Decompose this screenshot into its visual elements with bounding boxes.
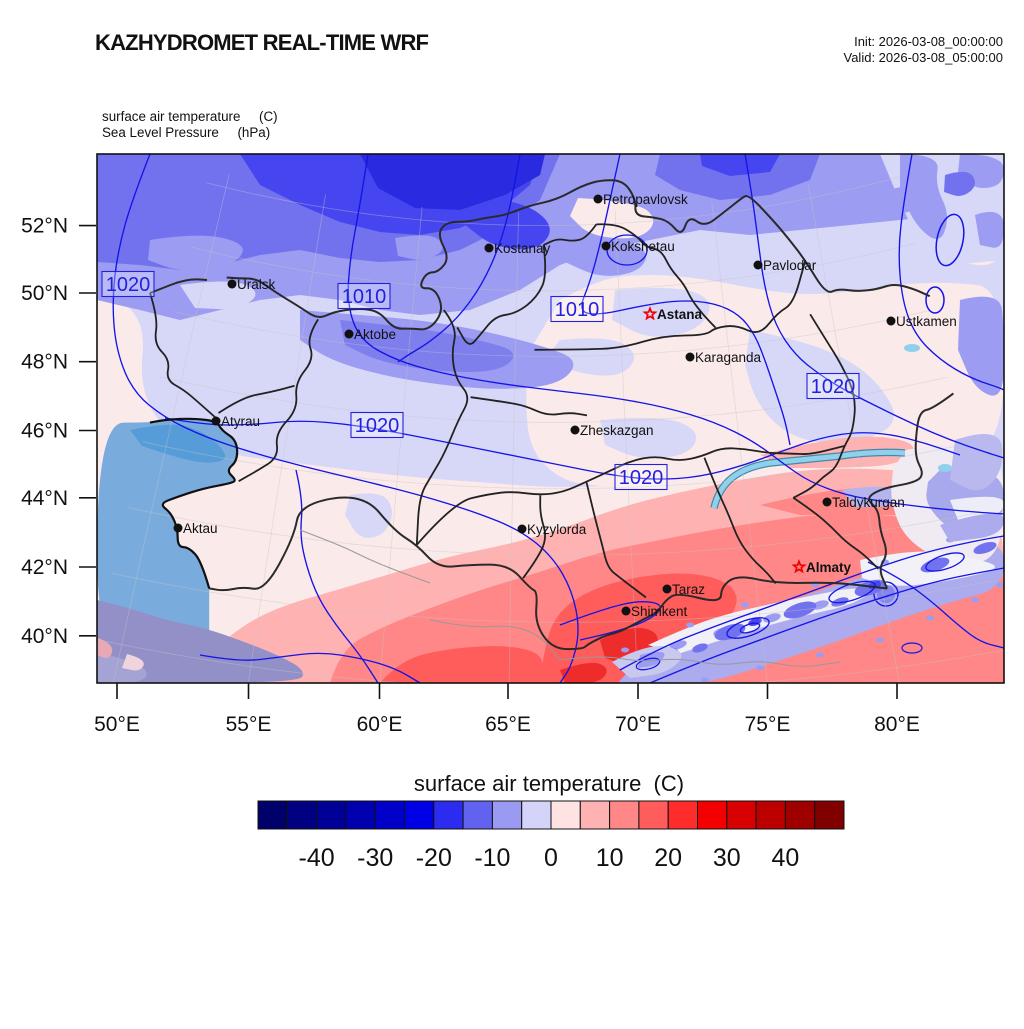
- svg-text:70°E: 70°E: [615, 713, 661, 736]
- svg-text:Petropavlovsk: Petropavlovsk: [603, 192, 688, 207]
- svg-text:1020: 1020: [811, 376, 856, 398]
- svg-text:Pavlodar: Pavlodar: [763, 258, 817, 273]
- svg-text:Atyrau: Atyrau: [221, 414, 260, 429]
- svg-text:Aktau: Aktau: [183, 521, 218, 536]
- svg-text:1020: 1020: [106, 274, 151, 296]
- svg-text:Astana: Astana: [657, 307, 703, 322]
- svg-text:42°N: 42°N: [21, 556, 68, 579]
- svg-text:80°E: 80°E: [874, 713, 920, 736]
- svg-text:-20: -20: [416, 844, 452, 872]
- svg-text:Init: 2026-03-08_00:00:00: Init: 2026-03-08_00:00:00: [854, 34, 1003, 49]
- svg-text:1010: 1010: [555, 299, 600, 321]
- svg-text:40: 40: [771, 844, 799, 872]
- svg-text:Aktobe: Aktobe: [354, 327, 396, 342]
- svg-text:Sea Level Pressure (hPa): Sea Level Pressure (hPa): [102, 125, 270, 140]
- svg-text:55°E: 55°E: [226, 713, 272, 736]
- svg-text:-30: -30: [357, 844, 393, 872]
- svg-text:1020: 1020: [619, 467, 664, 489]
- svg-text:50°N: 50°N: [21, 282, 68, 305]
- svg-text:-40: -40: [299, 844, 335, 872]
- svg-text:40°N: 40°N: [21, 625, 68, 648]
- svg-text:30: 30: [713, 844, 741, 872]
- svg-text:Kostanay: Kostanay: [494, 241, 551, 256]
- svg-text:1020: 1020: [355, 415, 400, 437]
- svg-text:surface air temperature (C): surface air temperature (C): [414, 771, 684, 796]
- svg-text:Ustkamen: Ustkamen: [896, 314, 957, 329]
- svg-text:65°E: 65°E: [485, 713, 531, 736]
- svg-text:48°N: 48°N: [21, 351, 68, 374]
- svg-text:50°E: 50°E: [94, 713, 140, 736]
- svg-text:1010: 1010: [342, 286, 387, 308]
- svg-text:Zheskazgan: Zheskazgan: [580, 423, 654, 438]
- svg-text:Kyzylorda: Kyzylorda: [527, 522, 587, 537]
- svg-text:0: 0: [544, 844, 558, 872]
- svg-text:-10: -10: [474, 844, 510, 872]
- svg-text:46°N: 46°N: [21, 420, 68, 443]
- svg-text:surface air temperature (C: surface air temperature (C): [102, 109, 278, 124]
- svg-text:44°N: 44°N: [21, 487, 68, 510]
- svg-text:10: 10: [596, 844, 624, 872]
- svg-text:60°E: 60°E: [357, 713, 403, 736]
- svg-text:52°N: 52°N: [21, 215, 68, 238]
- svg-text:Taldykurgan: Taldykurgan: [832, 495, 905, 510]
- svg-text:Uralsk: Uralsk: [237, 277, 276, 292]
- svg-text:75°E: 75°E: [745, 713, 791, 736]
- svg-text:Almaty: Almaty: [806, 560, 852, 575]
- svg-text:Valid: 2026-03-08_05:00:00: Valid: 2026-03-08_05:00:00: [844, 50, 1004, 65]
- svg-text:KAZHYDROMET REAL-TIME WRF: KAZHYDROMET REAL-TIME WRF: [95, 30, 429, 55]
- svg-text:Shimkent: Shimkent: [631, 604, 688, 619]
- svg-text:Taraz: Taraz: [672, 582, 705, 597]
- svg-text:Kokshetau: Kokshetau: [611, 239, 675, 254]
- svg-text:20: 20: [654, 844, 682, 872]
- svg-text:Karaganda: Karaganda: [695, 350, 762, 365]
